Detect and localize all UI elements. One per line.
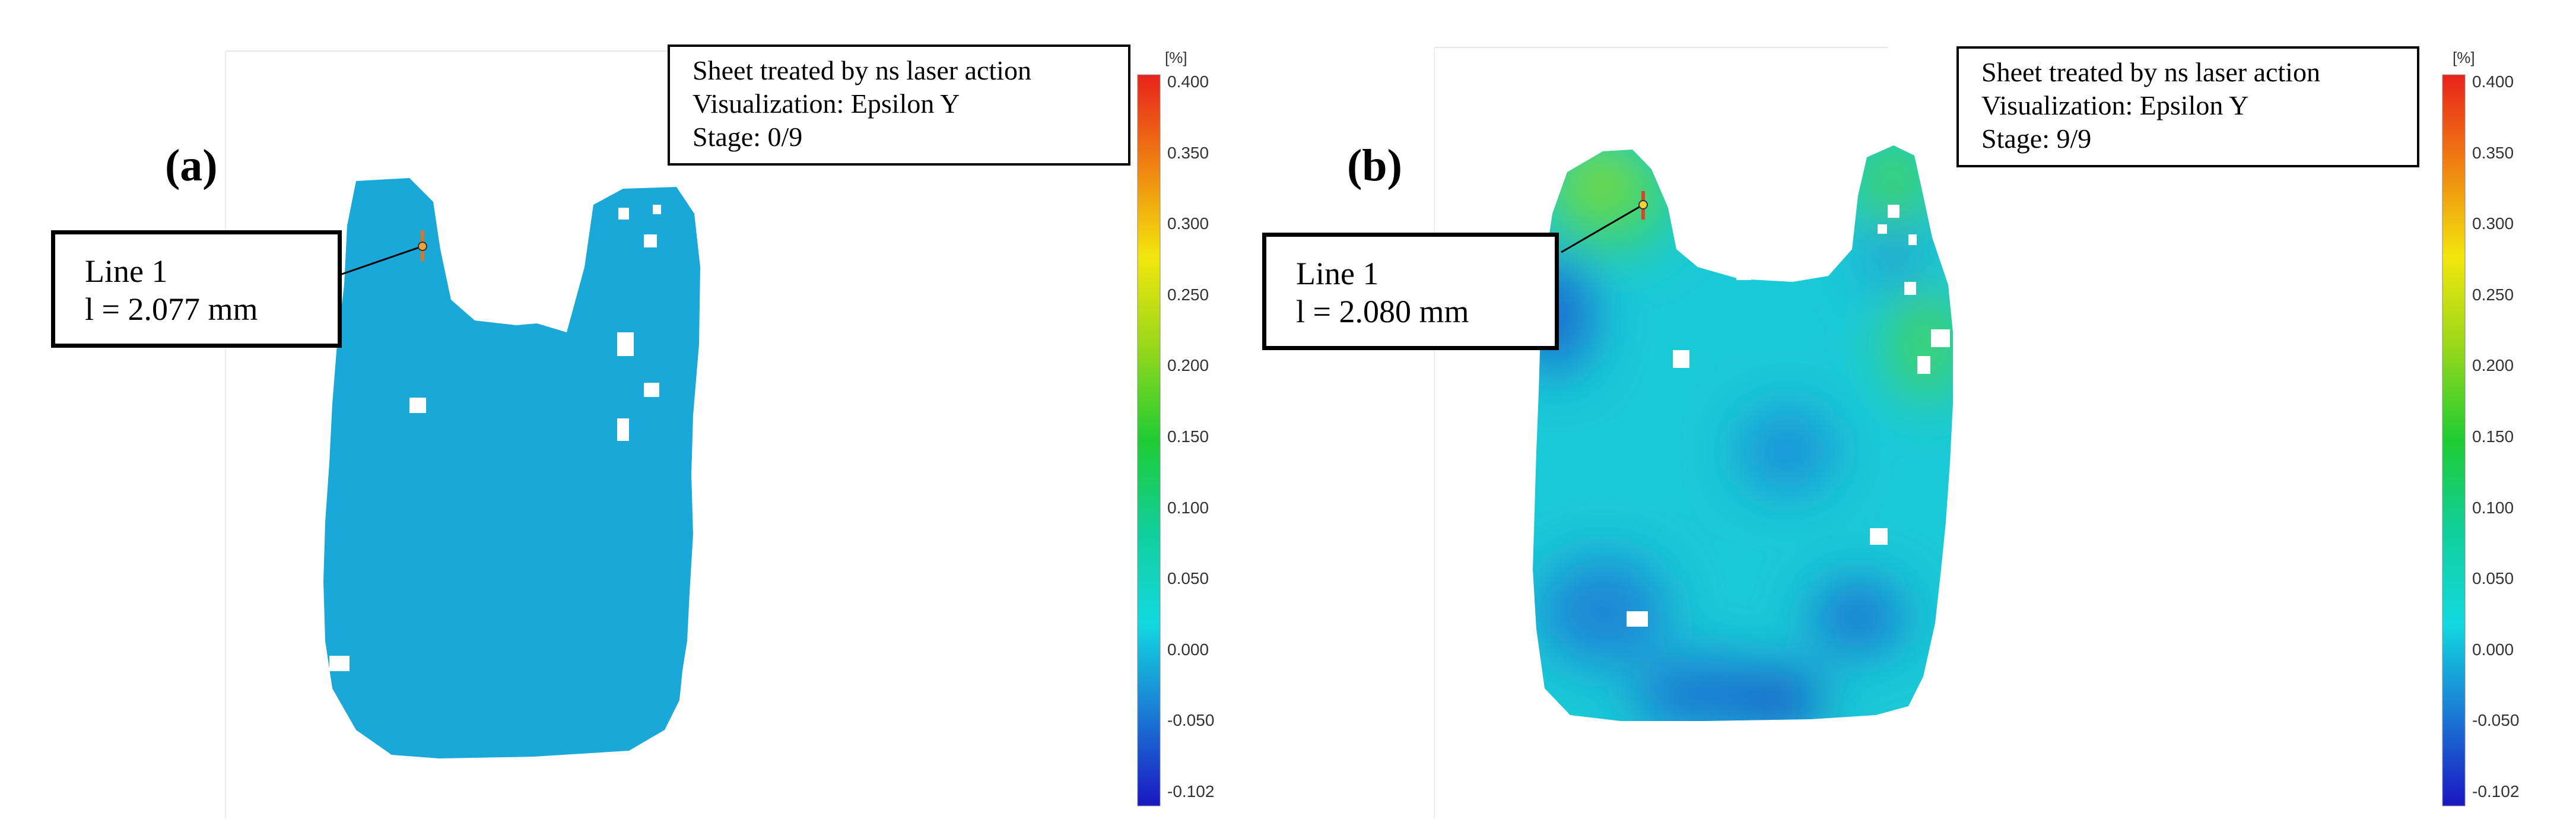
colorbar-unit-a: [%] — [1165, 49, 1187, 66]
specimen-shape-a — [323, 178, 700, 758]
measurement-box-a: Line 1 l = 2.077 mm — [51, 230, 342, 348]
measurement-box-b: Line 1 l = 2.080 mm — [1262, 233, 1559, 350]
colorbar-tick-label: 0.350 — [1167, 143, 1209, 162]
panel-a: (a) Sheet treated by ns laser action Vis… — [51, 45, 1215, 819]
colorbar-tick-label: 0.350 — [2472, 143, 2514, 162]
panel-label-a: (a) — [165, 141, 218, 190]
info-visualization-a: Visualization: Epsilon Y — [693, 88, 960, 119]
colorbar-tick-label: -0.050 — [1167, 711, 1215, 730]
info-visualization-b: Visualization: Epsilon Y — [1981, 90, 2249, 120]
colorbar-tick-label: 0.200 — [1167, 356, 1209, 375]
holes-a — [329, 205, 661, 671]
measurement-name-a: Line 1 — [85, 253, 168, 289]
colorbar-tick-label: 0.250 — [1167, 285, 1209, 304]
strain-map-a — [225, 50, 1161, 819]
colorbar-tick-label: 0.300 — [1167, 214, 1209, 233]
colorbar-tick-label: 0.050 — [2472, 569, 2514, 588]
specimen-shape-b — [1533, 145, 1953, 721]
info-title-b: Sheet treated by ns laser action — [1981, 57, 2320, 87]
colorbar-tick-label: 0.400 — [1167, 72, 1209, 91]
colorbar-tick-label: 0.050 — [1167, 569, 1209, 588]
colorbar-tick-label: 0.200 — [2472, 356, 2514, 375]
panel-b: (b) Sheet treated by ns laser action Vis… — [1262, 0, 2576, 832]
panel-label-b: (b) — [1347, 141, 1402, 190]
colorbar-tick-label: 0.000 — [2472, 640, 2514, 659]
colorbar-tick-label: 0.100 — [2472, 498, 2514, 517]
colorbar-b — [2442, 74, 2466, 806]
colorbar-tick-label: 0.000 — [1167, 640, 1209, 659]
colorbar-tick-label: 0.100 — [1167, 498, 1209, 517]
colorbar-tick-label: 0.300 — [2472, 214, 2514, 233]
colorbar-tick-label: 0.250 — [2472, 285, 2514, 304]
colorbar-tick-label: -0.102 — [1167, 782, 1215, 801]
measurement-length-a: l = 2.077 mm — [85, 291, 258, 327]
info-stage-a: Stage: 0/9 — [693, 122, 803, 152]
colorbar-unit-b: [%] — [2453, 49, 2475, 66]
measurement-length-b: l = 2.080 mm — [1296, 294, 1469, 329]
colorbar-tick-label: -0.102 — [2472, 782, 2520, 801]
info-box-a: Sheet treated by ns laser action Visuali… — [668, 45, 1130, 166]
colorbar-a — [1137, 74, 1161, 806]
info-stage-b: Stage: 9/9 — [1981, 123, 2092, 154]
colorbar-tick-label: 0.400 — [2472, 72, 2514, 91]
info-title-a: Sheet treated by ns laser action — [693, 55, 1031, 85]
colorbar-tick-label: 0.150 — [1167, 427, 1209, 446]
colorbar-tick-label: 0.150 — [2472, 427, 2514, 446]
info-box-b: Sheet treated by ns laser action Visuali… — [1956, 46, 2419, 167]
measurement-name-b: Line 1 — [1296, 256, 1379, 291]
colorbar-tick-label: -0.050 — [2472, 711, 2520, 730]
